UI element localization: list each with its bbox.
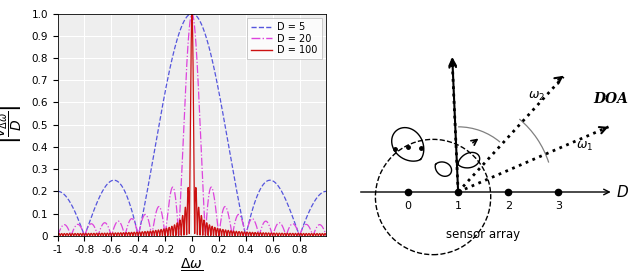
D = 5 (54, 190, 61, 193)
Text: 1: 1 (454, 201, 461, 211)
D = 100 (228, 233, 236, 237)
D = 5 (81, 234, 88, 237)
Text: DOA: DOA (593, 92, 628, 106)
Line: D = 100: D = 100 (58, 14, 326, 236)
D = 5 (188, 12, 196, 15)
D = 100 (102, 233, 110, 236)
D = 100 (188, 12, 196, 15)
Line: D = 20: D = 20 (58, 14, 326, 236)
Text: $\omega_2$: $\omega_2$ (528, 90, 545, 103)
Legend: D = 5, D = 20, D = 100: D = 5, D = 20, D = 100 (247, 18, 321, 59)
D = 5 (275, 185, 282, 188)
Text: $\left|\dfrac{v_{\Delta\omega}}{D}\right|$: $\left|\dfrac{v_{\Delta\omega}}{D}\right… (0, 105, 24, 144)
D = 100 (215, 234, 223, 237)
Text: 2: 2 (505, 201, 512, 211)
D = 20 (156, 207, 164, 210)
X-axis label: $\dfrac{\Delta\omega}{\pi}$: $\dfrac{\Delta\omega}{\pi}$ (180, 257, 204, 271)
D = 5 (102, 183, 110, 187)
D = 20 (228, 233, 236, 237)
D = 20 (323, 234, 330, 237)
D = 20 (254, 231, 262, 234)
D = 20 (215, 234, 223, 237)
D = 20 (188, 12, 196, 15)
D = 5 (323, 190, 330, 193)
D = 20 (54, 234, 61, 237)
Text: 3: 3 (555, 201, 562, 211)
Text: $D$: $D$ (616, 184, 629, 200)
D = 20 (275, 221, 282, 224)
D = 100 (323, 234, 330, 237)
Line: D = 5: D = 5 (58, 14, 326, 236)
D = 5 (255, 192, 262, 195)
D = 5 (228, 166, 236, 169)
Text: $\omega_1$: $\omega_1$ (576, 140, 593, 153)
D = 100 (275, 232, 282, 235)
D = 100 (156, 230, 164, 234)
D = 5 (215, 91, 223, 94)
D = 5 (157, 116, 164, 119)
D = 100 (54, 234, 61, 237)
D = 100 (254, 231, 262, 234)
Text: sensor array: sensor array (446, 228, 520, 241)
Text: 0: 0 (404, 201, 412, 211)
D = 20 (102, 222, 110, 225)
